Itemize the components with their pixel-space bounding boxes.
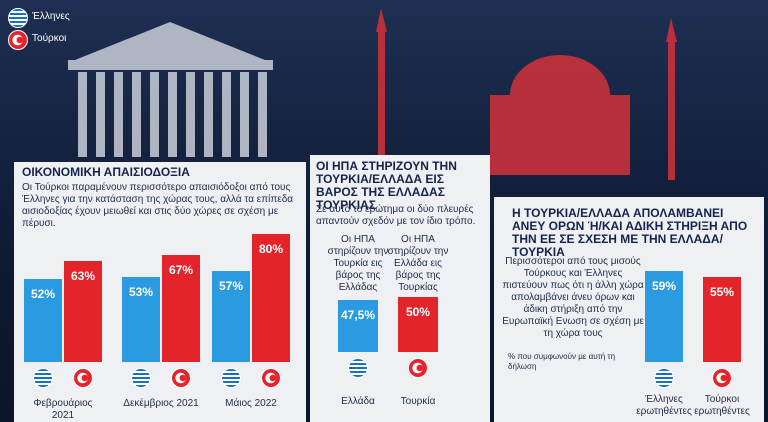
legend-label: Τούρκοι [32,33,67,44]
x-tick-label: Τούρκοι ερωτηθέντες [694,394,750,417]
bar [703,276,741,362]
value-label: 67% [168,262,194,277]
x-tick-label: Δεκέμβριος 2021 [123,398,199,409]
bar [645,270,683,362]
bar [252,234,290,362]
value-label: 55% [709,284,735,299]
flag [654,368,674,388]
note: % που συμφωνούν με αυτή τη δήλωση [508,352,616,371]
bar [398,297,438,352]
chart-title: Η ΤΟΥΡΚΙΑ/ΕΛΛΑΔΑ ΑΠΟΛΑΜΒΑΝΕΙ ΑΝΕΥ ΟΡΩΝ Ή… [512,206,748,259]
panel [310,155,490,422]
bar [212,270,250,362]
bar [338,299,378,352]
x-tick-label: Ελλάδα [341,396,375,407]
value-label: 52% [30,286,56,301]
x-tick-label: Μάιος 2022 [225,398,277,409]
chart-title: ΟΙ ΗΠΑ ΣΤΗΡΙΖΟΥΝ ΤΗΝ ΤΟΥΡΚΙΑ/ΕΛΛΑΔΑ ΕΙΣ … [316,159,457,212]
flag [171,368,191,388]
legend-label: Έλληνες [32,11,70,22]
flag [712,368,732,388]
chart-subtitle: Οι Τούρκοι παραμένουν περισσότερο απαισι… [22,182,294,229]
flag [221,368,241,388]
chart-subtitle: Περισσότεροι από τους μισούς Τούρκους κα… [502,256,644,339]
flag [408,358,428,378]
bar [122,277,160,362]
value-label: 59% [651,278,677,293]
flag [261,368,281,388]
legend-flag [8,8,28,28]
bar-caption: Οι ΗΠΑ στηρίζουν την Τουρκία εις βάρος τ… [327,234,389,293]
bar [24,278,62,362]
x-tick-label: Έλληνες ερωτηθέντες [636,394,692,417]
bar [64,261,102,362]
flag [131,368,151,388]
value-label: 63% [70,269,96,284]
x-tick-label: Τουρκία [400,396,436,407]
flag [348,358,368,378]
value-label: 47,5% [340,307,376,322]
flag [33,368,53,388]
bar-caption: Οι ΗΠΑ στηρίζουν την Ελλάδα εις βάρος τη… [387,234,449,293]
chart-title: ΟΙΚΟΝΟΜΙΚΗ ΑΠΑΙΣΙΟΔΟΞΙΑ [22,165,190,179]
flag [73,368,93,388]
legend-flag [8,30,28,50]
x-tick-label: Φεβρουάριος 2021 [33,398,93,421]
value-label: 57% [218,278,244,293]
value-label: 80% [258,242,284,256]
value-label: 50% [405,305,431,319]
chart-subtitle: Σε αυτό το ερώτημα οι δύο πλευρές απαντο… [316,204,476,227]
backdrop [68,8,677,180]
value-label: 53% [128,285,154,300]
bar [162,254,200,362]
